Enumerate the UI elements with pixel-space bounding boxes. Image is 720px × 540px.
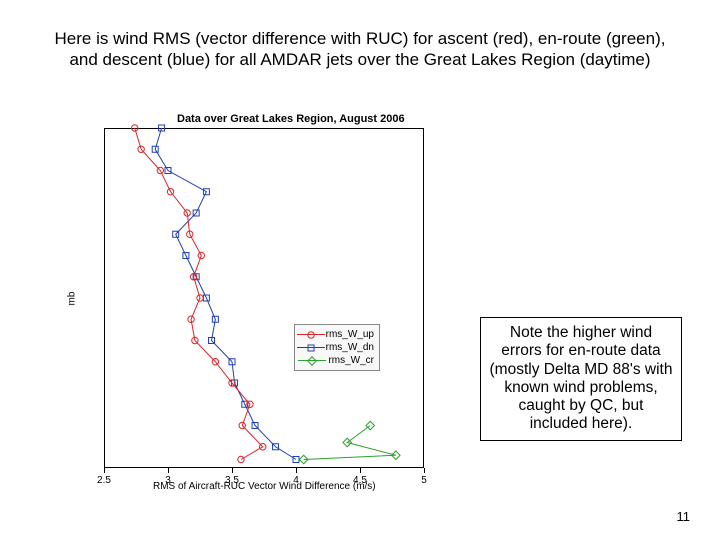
legend-item: rms_W_cr xyxy=(300,354,374,367)
x-tick-label: 3.5 xyxy=(225,475,239,486)
x-tick-label: 4 xyxy=(293,475,299,486)
legend-label: rms_W_dn xyxy=(326,342,374,353)
x-tick-label: 3 xyxy=(165,475,171,486)
series-dn xyxy=(155,128,296,460)
y-axis-label: mb xyxy=(66,292,77,306)
x-axis-label: RMS of Aircraft-RUC Vector Wind Differen… xyxy=(153,481,376,492)
slide-header: Here is wind RMS (vector difference with… xyxy=(0,0,720,77)
legend-item: rms_W_up xyxy=(300,328,374,341)
page-number: 11 xyxy=(677,509,691,524)
x-tick-label: 2.5 xyxy=(97,475,111,486)
series-cr xyxy=(304,426,396,460)
legend-label: rms_W_cr xyxy=(328,355,374,366)
chart-title: Data over Great Lakes Region, August 200… xyxy=(177,113,405,125)
x-tick-label: 4.5 xyxy=(353,475,367,486)
wind-rms-chart: Data over Great Lakes Region, August 200… xyxy=(67,113,427,493)
series-up xyxy=(135,128,263,460)
legend-label: rms_W_up xyxy=(326,329,374,340)
legend-item: rms_W_dn xyxy=(300,341,374,354)
x-tick-label: 5 xyxy=(421,475,427,486)
annotation-note: Note the higher wind errors for en-route… xyxy=(480,317,682,441)
plot-area: 2.533.544.55rms_W_uprms_W_dnrms_W_cr xyxy=(104,128,424,468)
legend: rms_W_up rms_W_dn rms_W_cr xyxy=(294,324,380,371)
